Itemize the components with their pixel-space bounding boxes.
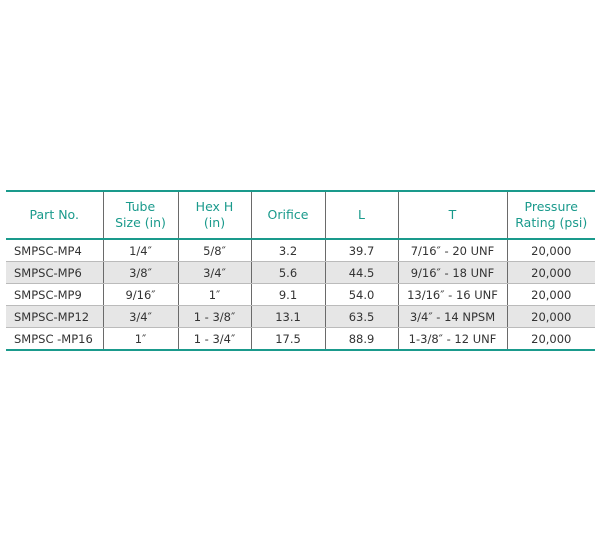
table-cell: SMPSC-MP4 [6, 239, 104, 262]
table-cell: 20,000 [507, 261, 595, 284]
table-cell: 1 - 3/8″ [178, 305, 252, 328]
table-cell: 13/16″ - 16 UNF [398, 283, 508, 306]
table-cell: 5.6 [251, 261, 326, 284]
header-line: Size (in) [115, 215, 166, 230]
table-cell: 9.1 [251, 283, 326, 306]
table-row: SMPSC -MP16 1″ 1 - 3/4″ 17.5 88.9 1-3/8″ - 12… [6, 327, 595, 351]
table-cell: 20,000 [507, 283, 595, 306]
table-cell: 3/4″ - 14 NPSM [398, 305, 508, 328]
header-cell: T [398, 190, 508, 240]
table-cell: 20,000 [507, 327, 595, 351]
header-line: T [448, 207, 457, 222]
header-line: Tube [125, 199, 156, 214]
spec-table: Part No. Tube Size (in) Hex H (in) Orifice L T P… [6, 190, 595, 351]
table-cell: 39.7 [325, 239, 399, 262]
table-cell: 9/16″ - 18 UNF [398, 261, 508, 284]
table-cell: SMPSC-MP9 [6, 283, 104, 306]
header-line: Rating (psi) [515, 215, 588, 230]
table-cell: 44.5 [325, 261, 399, 284]
table-cell: 3/4″ [103, 305, 179, 328]
header-row: Part No. Tube Size (in) Hex H (in) Orifice L T P… [6, 190, 595, 240]
header-line: L [358, 207, 365, 222]
table-row: SMPSC-MP6 3/8″ 3/4″ 5.6 44.5 9/16″ - 18 UNF 20… [6, 261, 595, 284]
table-cell: 1/4″ [103, 239, 179, 262]
table-cell: 3/4″ [178, 261, 252, 284]
header-cell: L [325, 190, 399, 240]
header-line: Part No. [29, 207, 79, 222]
header-line: Hex H [195, 199, 234, 214]
table-cell: 1-3/8″ - 12 UNF [398, 327, 508, 351]
table-cell: SMPSC-MP6 [6, 261, 104, 284]
table-cell: 5/8″ [178, 239, 252, 262]
header-cell: Part No. [6, 190, 104, 240]
table-cell: 13.1 [251, 305, 326, 328]
header-cell: Hex H (in) [178, 190, 252, 240]
header-cell: Orifice [251, 190, 326, 240]
table-cell: 54.0 [325, 283, 399, 306]
table-cell: 7/16″ - 20 UNF [398, 239, 508, 262]
table-cell: SMPSC-MP12 [6, 305, 104, 328]
header-cell: Pressure Rating (psi) [507, 190, 595, 240]
header-cell: Tube Size (in) [103, 190, 179, 240]
table-cell: 88.9 [325, 327, 399, 351]
table-row: SMPSC-MP12 3/4″ 1 - 3/8″ 13.1 63.5 3/4″ - 14 … [6, 305, 595, 328]
table-cell: 17.5 [251, 327, 326, 351]
table-cell: 20,000 [507, 239, 595, 262]
table-cell: 1″ [178, 283, 252, 306]
table-cell: 63.5 [325, 305, 399, 328]
table-cell: 3/8″ [103, 261, 179, 284]
table-cell: 1″ [103, 327, 179, 351]
table-row: SMPSC-MP9 9/16″ 1″ 9.1 54.0 13/16″ - 16 UNF 20… [6, 283, 595, 306]
table-cell: 9/16″ [103, 283, 179, 306]
table-cell: 3.2 [251, 239, 326, 262]
table-cell: 1 - 3/4″ [178, 327, 252, 351]
table-cell: 20,000 [507, 305, 595, 328]
header-line: (in) [203, 215, 226, 230]
header-line: Pressure [524, 199, 578, 214]
table-body: SMPSC-MP4 1/4″ 5/8″ 3.2 39.7 7/16″ - 20 UNF 20… [6, 239, 595, 351]
table-cell: SMPSC -MP16 [6, 327, 104, 351]
table-row: SMPSC-MP4 1/4″ 5/8″ 3.2 39.7 7/16″ - 20 UNF 20… [6, 239, 595, 262]
header-line: Orifice [267, 207, 309, 222]
